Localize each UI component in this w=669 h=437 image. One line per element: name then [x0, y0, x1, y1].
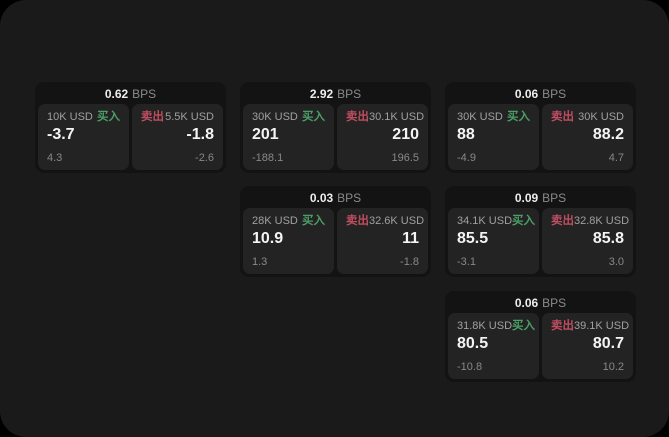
buy-amount: 30K USD	[457, 111, 503, 123]
spread-value: 2.92	[309, 87, 334, 101]
buy-panel[interactable]: 30K USD 买入 88 -4.9	[448, 104, 539, 170]
sell-amount: 32.8K USD	[574, 215, 630, 227]
buy-tag: 买入	[507, 111, 530, 123]
buy-amount: 31.8K USD	[457, 320, 513, 332]
spread-header: 0.03 BPS	[243, 189, 428, 208]
buy-delta: 4.3	[47, 152, 63, 164]
quote-body: 30K USD 买入 201 -188.1 卖出 30.1K USD 210 1…	[243, 104, 428, 170]
sell-tag: 卖出	[346, 111, 369, 123]
sell-price: 85.8	[592, 230, 624, 247]
sell-amount: 5.5K USD	[165, 111, 214, 123]
spread-unit: BPS	[337, 191, 362, 205]
buy-delta: -188.1	[252, 152, 284, 164]
spread-header: 0.09 BPS	[448, 189, 633, 208]
buy-amount: 30K USD	[252, 111, 298, 123]
spread-unit: BPS	[542, 296, 567, 310]
spread-header: 2.92 BPS	[243, 85, 428, 104]
buy-panel[interactable]: 10K USD 买入 -3.7 4.3	[38, 104, 129, 170]
spread-header: 0.06 BPS	[448, 294, 633, 313]
buy-delta: -3.1	[457, 256, 476, 268]
quote-card: 0.06 BPS 30K USD 买入 88 -4.9 卖出 30K USD	[445, 82, 636, 173]
buy-amount: 34.1K USD	[457, 215, 513, 227]
buy-price: -3.7	[47, 126, 75, 143]
spread-value: 0.06	[514, 296, 539, 310]
sell-panel[interactable]: 卖出 30.1K USD 210 196.5	[337, 104, 428, 170]
sell-delta: 196.5	[391, 152, 419, 164]
sell-panel[interactable]: 卖出 5.5K USD -1.8 -2.6	[132, 104, 223, 170]
sell-panel[interactable]: 卖出 39.1K USD 80.7 10.2	[542, 313, 633, 379]
quote-body: 10K USD 买入 -3.7 4.3 卖出 5.5K USD -1.8 -2.…	[38, 104, 223, 170]
buy-tag: 买入	[97, 111, 120, 123]
sell-amount: 32.6K USD	[369, 215, 425, 227]
buy-tag: 买入	[512, 320, 536, 332]
sell-price: 88.2	[592, 126, 624, 143]
spread-unit: BPS	[132, 87, 157, 101]
quote-card: 0.03 BPS 28K USD 买入 10.9 1.3 卖出 32.6K US…	[240, 186, 431, 277]
sell-delta: -1.8	[400, 256, 419, 268]
sell-tag: 卖出	[551, 111, 574, 123]
buy-price: 10.9	[252, 230, 284, 247]
sell-tag: 卖出	[551, 215, 574, 227]
spread-header: 0.06 BPS	[448, 85, 633, 104]
buy-price: 201	[252, 126, 279, 143]
buy-panel[interactable]: 30K USD 买入 201 -188.1	[243, 104, 334, 170]
sell-amount: 39.1K USD	[574, 320, 630, 332]
quote-body: 34.1K USD 买入 85.5 -3.1 卖出 32.8K USD 85.8…	[448, 208, 633, 274]
quote-body: 31.8K USD 买入 80.5 -10.8 卖出 39.1K USD 80.…	[448, 313, 633, 379]
sell-amount: 30K USD	[578, 111, 624, 123]
sell-tag: 卖出	[551, 320, 574, 332]
spread-unit: BPS	[337, 87, 362, 101]
sell-delta: -2.6	[195, 152, 214, 164]
spread-header: 0.62 BPS	[38, 85, 223, 104]
sell-price: 80.7	[592, 335, 624, 352]
buy-delta: 1.3	[252, 256, 268, 268]
sell-delta: 10.2	[602, 361, 624, 373]
quote-card: 0.06 BPS 31.8K USD 买入 80.5 -10.8 卖出 39.1…	[445, 291, 636, 382]
sell-price: 11	[402, 230, 419, 247]
sell-panel[interactable]: 卖出 32.6K USD 11 -1.8	[337, 208, 428, 274]
buy-amount: 28K USD	[252, 215, 298, 227]
buy-tag: 买入	[512, 215, 536, 227]
quote-body: 30K USD 买入 88 -4.9 卖出 30K USD 88.2 4.7	[448, 104, 633, 170]
spread-unit: BPS	[542, 191, 567, 205]
buy-price: 85.5	[457, 230, 489, 247]
sell-panel[interactable]: 卖出 30K USD 88.2 4.7	[542, 104, 633, 170]
sell-tag: 卖出	[141, 111, 164, 123]
buy-amount: 10K USD	[47, 111, 93, 123]
buy-tag: 买入	[302, 215, 325, 227]
buy-delta: -10.8	[457, 361, 483, 373]
sell-price: -1.8	[186, 126, 214, 143]
sell-delta: 3.0	[608, 256, 624, 268]
spread-value: 0.62	[104, 87, 129, 101]
spread-value: 0.03	[309, 191, 334, 205]
quote-body: 28K USD 买入 10.9 1.3 卖出 32.6K USD 11 -1.8	[243, 208, 428, 274]
quote-card: 0.62 BPS 10K USD 买入 -3.7 4.3 卖出 5.5K USD	[35, 82, 226, 173]
sell-tag: 卖出	[346, 215, 369, 227]
buy-price: 88	[457, 126, 475, 143]
spread-unit: BPS	[542, 87, 567, 101]
buy-panel[interactable]: 34.1K USD 买入 85.5 -3.1	[448, 208, 539, 274]
sell-price: 210	[392, 126, 419, 143]
spread-value: 0.06	[514, 87, 539, 101]
spread-value: 0.09	[514, 191, 539, 205]
buy-delta: -4.9	[457, 152, 476, 164]
quote-card: 0.09 BPS 34.1K USD 买入 85.5 -3.1 卖出 32.8K…	[445, 186, 636, 277]
buy-price: 80.5	[457, 335, 489, 352]
buy-tag: 买入	[302, 111, 325, 123]
sell-delta: 4.7	[608, 152, 624, 164]
buy-panel[interactable]: 31.8K USD 买入 80.5 -10.8	[448, 313, 539, 379]
sell-panel[interactable]: 卖出 32.8K USD 85.8 3.0	[542, 208, 633, 274]
sell-amount: 30.1K USD	[369, 111, 425, 123]
quote-card: 2.92 BPS 30K USD 买入 201 -188.1 卖出 30.1K …	[240, 82, 431, 173]
buy-panel[interactable]: 28K USD 买入 10.9 1.3	[243, 208, 334, 274]
